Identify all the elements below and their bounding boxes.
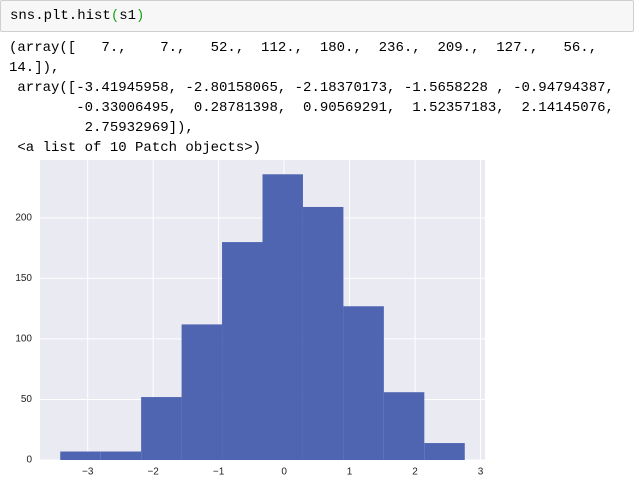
bar	[141, 397, 182, 460]
y-tick-label: 50	[21, 394, 33, 405]
x-tick-label: 3	[478, 467, 484, 478]
x-tick-label: −3	[82, 467, 94, 478]
code: (	[110, 8, 120, 24]
y-tick-label: 0	[26, 455, 32, 466]
output-line: (array([ 7., 7., 52., 112., 180., 236., …	[9, 40, 598, 56]
y-tick-label: 150	[15, 273, 32, 284]
bar	[100, 451, 142, 460]
bar	[424, 443, 465, 460]
y-tick-label: 200	[15, 213, 32, 224]
bar	[343, 306, 384, 460]
x-tick-label: 0	[281, 467, 287, 478]
output: (array([ 7., 7., 52., 112., 180., 236., …	[9, 38, 614, 158]
bar	[262, 174, 303, 461]
output-line: 14.]),	[9, 60, 60, 76]
output-line: array([-3.41945958, -2.80158065, -2.1837…	[9, 80, 614, 96]
output-line: -0.33006495, 0.28781398, 0.90569291, 1.5…	[9, 100, 614, 116]
output-line: <a list of 10 Patch objects>)	[9, 140, 262, 156]
code: )	[136, 8, 145, 24]
code: sns.plt.hist	[10, 8, 111, 24]
x-tick-label: 2	[412, 467, 418, 478]
x-tick-label: 1	[347, 467, 353, 478]
chart: −3 −2 −1 0 1 2 3 0 50 100 150 200	[15, 160, 485, 478]
bar	[383, 392, 425, 460]
x-tick-label: −2	[147, 467, 159, 478]
bar	[302, 206, 344, 460]
bar	[181, 324, 223, 460]
code-cell[interactable]: sns.plt.hist(s1)	[0, 0, 634, 32]
output-line: 2.75932969]),	[9, 120, 194, 136]
bar	[222, 242, 263, 460]
code: s1	[119, 8, 137, 24]
bar	[60, 451, 101, 460]
y-tick-label: 100	[15, 334, 32, 345]
x-tick-label: −1	[213, 467, 225, 478]
